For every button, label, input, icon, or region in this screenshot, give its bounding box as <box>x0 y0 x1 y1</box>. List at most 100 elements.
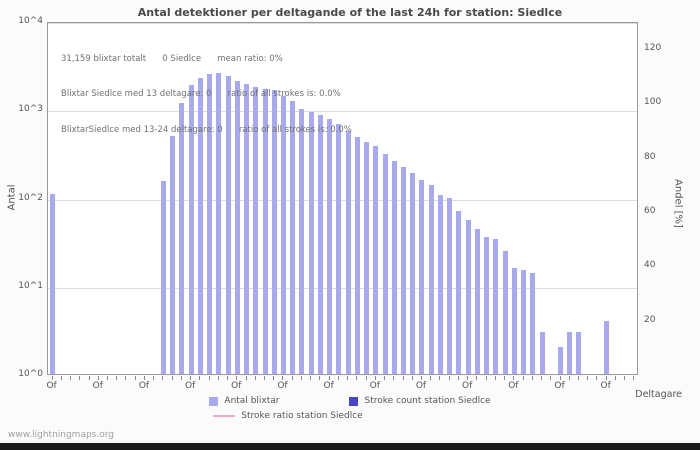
bar <box>567 331 573 374</box>
footer-bar <box>0 443 700 450</box>
bar <box>244 83 250 374</box>
x-tick-label: Of <box>369 381 380 391</box>
x-tick-label: Of <box>277 381 288 391</box>
bar <box>410 172 416 374</box>
x-tick-mark <box>384 376 386 380</box>
legend-item: Stroke count station Siedlce <box>349 396 491 406</box>
bar <box>160 180 166 374</box>
bar <box>188 85 194 374</box>
x-tick-mark <box>531 376 533 380</box>
bar <box>539 331 545 374</box>
x-tick-label: Of <box>138 381 150 391</box>
x-tick-mark <box>107 376 109 380</box>
x-tick-mark <box>596 376 598 380</box>
x-tick-mark <box>393 376 395 380</box>
bar <box>216 73 222 374</box>
x-tick-mark <box>374 376 376 380</box>
y-tick-label-left: 10^4 <box>18 16 43 26</box>
x-tick-mark <box>420 376 422 380</box>
x-tick-mark <box>476 376 478 380</box>
bar <box>456 211 462 374</box>
x-tick-mark <box>485 376 487 380</box>
x-tick-mark <box>448 376 450 380</box>
bar <box>419 179 425 374</box>
x-tick-mark <box>291 376 293 380</box>
bar <box>530 272 536 374</box>
chart-annotations: 31,159 blixtar totalt 0 Siedlce mean rat… <box>61 30 352 161</box>
x-tick-label: Of <box>46 381 57 391</box>
bar <box>391 160 397 374</box>
bar <box>437 194 443 374</box>
y-tick-label-left: 10^0 <box>18 369 43 379</box>
bar <box>604 320 610 374</box>
x-tick-mark <box>264 376 265 380</box>
x-tick-mark <box>254 376 256 380</box>
x-tick-mark <box>541 376 543 380</box>
bar <box>299 109 305 374</box>
y-tick-label-left: 10^3 <box>18 104 43 115</box>
x-tick-mark <box>430 376 432 380</box>
bar <box>290 101 296 374</box>
x-tick-mark <box>143 376 145 380</box>
x-tick-mark <box>310 376 312 380</box>
x-tick-label: Of <box>415 381 427 391</box>
x-tick-mark <box>190 376 192 380</box>
x-tick-mark <box>51 376 53 380</box>
legend-box-swatch <box>349 396 359 406</box>
bar <box>447 197 453 374</box>
bar <box>50 193 56 374</box>
x-tick-label: Of <box>462 381 473 391</box>
x-tick-label: Of <box>508 381 519 391</box>
annotation-line-1: 31,159 blixtar totalt 0 Siedlce mean rat… <box>61 53 283 64</box>
x-tick-mark <box>328 376 330 380</box>
x-tick-mark <box>153 376 155 380</box>
legend-label: Stroke count station Siedlce <box>364 396 491 406</box>
x-tick-mark <box>162 376 164 380</box>
x-tick-mark <box>125 376 127 380</box>
gridline <box>48 111 637 113</box>
x-tick-mark <box>273 376 275 380</box>
x-tick-mark <box>208 376 210 380</box>
x-tick-mark <box>319 376 321 380</box>
bar <box>502 250 508 374</box>
x-tick-mark <box>402 376 404 380</box>
x-tick-mark <box>245 376 247 380</box>
x-tick-mark <box>79 376 81 380</box>
bar <box>262 88 268 374</box>
x-tick-mark <box>365 376 367 380</box>
y-tick-label-right: 80 <box>644 151 656 162</box>
x-tick-mark <box>180 376 182 380</box>
annotation-line-3: BlixtarSiedlce med 13-24 deltagare: 0 ra… <box>61 125 352 136</box>
x-tick-mark <box>559 376 561 380</box>
x-tick-mark <box>587 376 589 380</box>
bar <box>493 238 499 374</box>
bar <box>336 124 342 374</box>
x-tick-mark <box>88 376 90 380</box>
x-tick-label: Of <box>323 381 334 391</box>
x-tick-mark <box>199 376 201 380</box>
legend: Antal blixtar Stroke count station Siedlc… <box>0 396 700 421</box>
y-axis-label-right: Andel [%] <box>672 179 684 228</box>
bar <box>382 154 388 374</box>
x-tick-mark <box>439 376 441 380</box>
bar <box>225 75 231 374</box>
bar <box>197 78 203 374</box>
x-tick-label: Of <box>92 381 103 391</box>
gridline <box>48 23 637 24</box>
bar <box>280 96 286 374</box>
bars-layer <box>48 23 637 374</box>
bar <box>345 131 351 374</box>
legend-box-swatch <box>209 396 219 406</box>
gridline <box>48 199 637 201</box>
bar <box>401 167 407 374</box>
x-tick-mark <box>513 376 515 380</box>
bar <box>428 184 434 374</box>
bar <box>511 267 517 374</box>
x-tick-label: Of <box>600 381 611 391</box>
x-tick-mark <box>337 376 339 380</box>
bar <box>576 331 582 374</box>
x-tick-mark <box>116 376 118 380</box>
x-tick-mark <box>605 376 607 380</box>
x-tick-mark <box>568 376 570 380</box>
